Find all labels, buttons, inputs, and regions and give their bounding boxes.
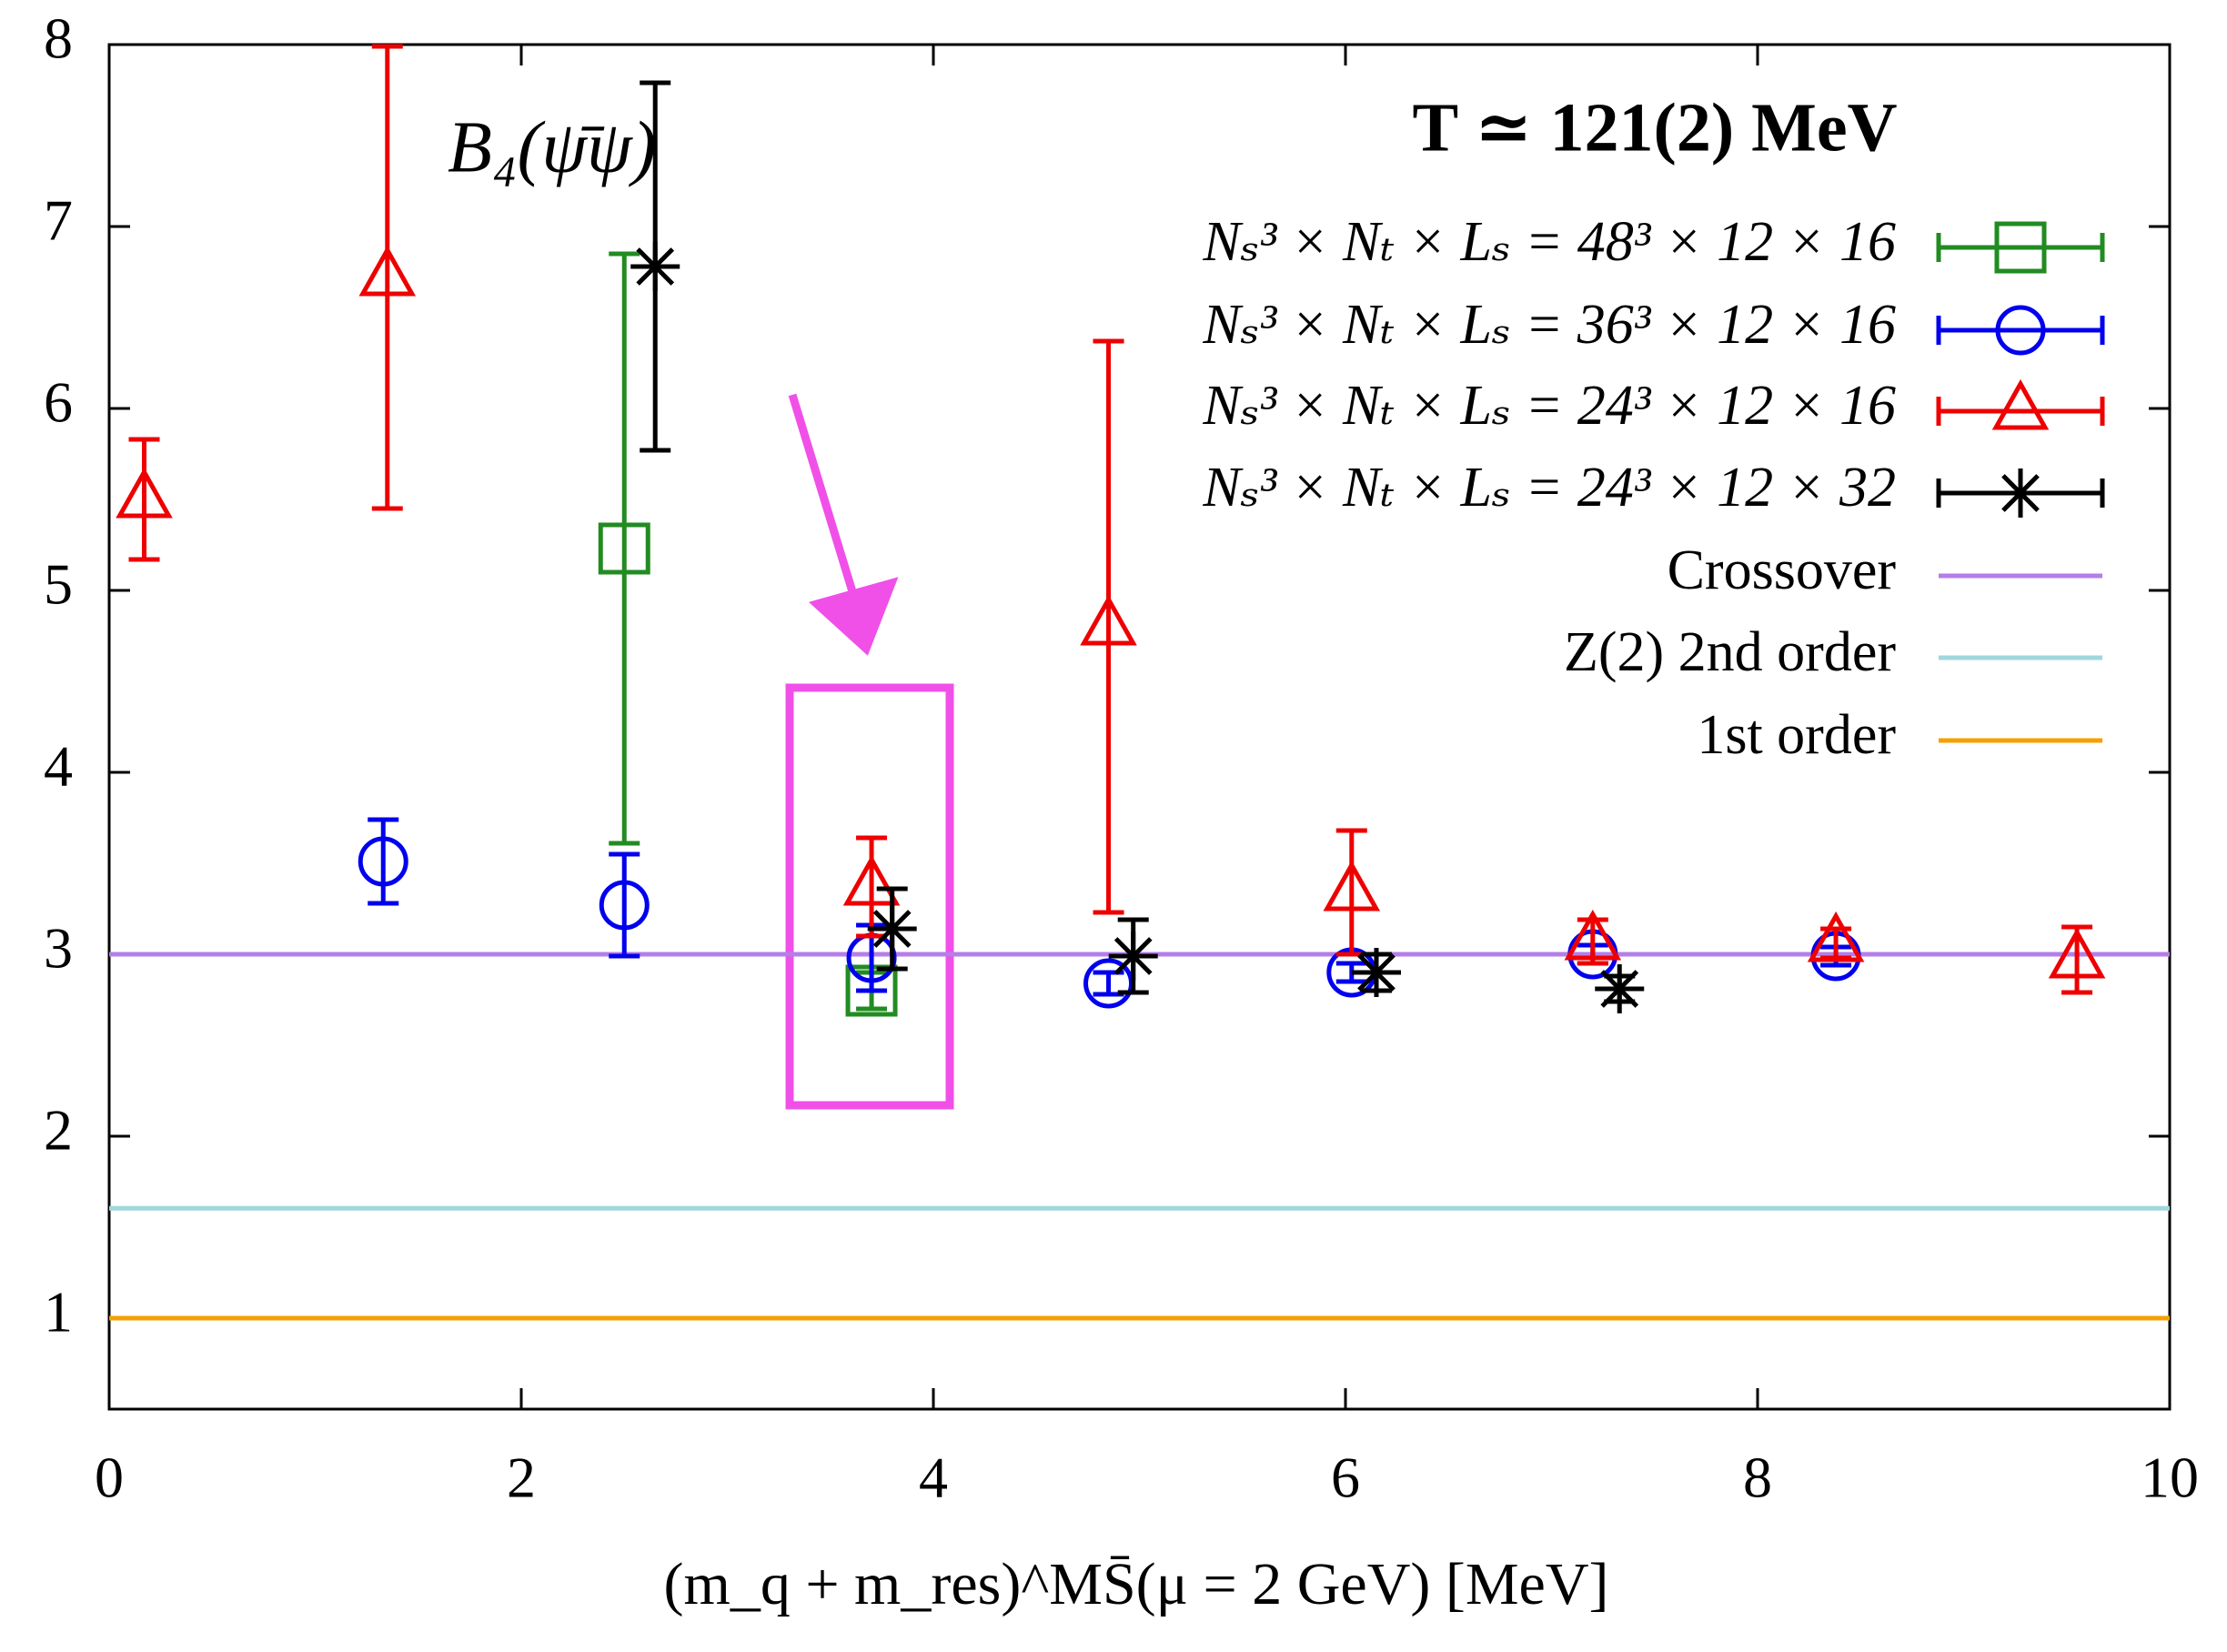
x-tick-label: 0 xyxy=(95,1446,124,1510)
marker xyxy=(599,880,650,931)
marker xyxy=(358,245,417,297)
marker xyxy=(1595,964,1645,1013)
error-bar xyxy=(368,817,399,906)
legend-marker xyxy=(1996,468,2045,518)
legend-label: Nₛ³ × Nₜ × Lₛ = 24³ × 12 × 32 xyxy=(1202,457,1896,519)
legend-label: Nₛ³ × Nₜ × Lₛ = 24³ × 12 × 16 xyxy=(1202,375,1896,437)
error-bar xyxy=(371,44,403,511)
marker xyxy=(1323,860,1381,912)
y-tick-label: 4 xyxy=(44,734,73,799)
legend-label: Nₛ³ × Nₜ × Lₛ = 48³ × 12 × 16 xyxy=(1202,211,1896,273)
y-tick-label: 8 xyxy=(44,6,73,71)
marker xyxy=(1564,909,1622,961)
legend-label: 1st order xyxy=(1697,704,1896,766)
plot-frame xyxy=(107,43,2172,1411)
marker xyxy=(1108,932,1158,981)
legend-swatch xyxy=(1936,233,2105,262)
marker xyxy=(1080,594,1137,646)
legend-marker xyxy=(1995,305,2046,356)
y-tick-label: 1 xyxy=(44,1280,73,1345)
legend-swatch xyxy=(1936,397,2105,426)
marker xyxy=(116,467,173,519)
legend-label: Crossover xyxy=(1668,539,1897,601)
y-tick-label: 5 xyxy=(44,552,73,617)
x-axis-label: (m_q + m_res)^MS̄(μ = 2 GeV) [MeV] xyxy=(664,1551,1609,1617)
legend-marker xyxy=(1991,378,2050,430)
x-tick-label: 6 xyxy=(1331,1446,1360,1510)
marker xyxy=(598,522,650,575)
y-tick-label: 3 xyxy=(44,916,73,981)
highlight-arrow xyxy=(788,393,865,620)
x-tick-label: 2 xyxy=(507,1446,536,1510)
y-tick-label: 2 xyxy=(44,1098,73,1163)
highlight xyxy=(785,393,954,1110)
error-bar xyxy=(609,851,640,959)
x-tick-label: 8 xyxy=(1743,1446,1772,1510)
x-tick-label: 4 xyxy=(919,1446,948,1510)
x-tick-label: 10 xyxy=(2141,1446,2199,1510)
error-bar xyxy=(2061,924,2093,995)
marker xyxy=(630,242,680,291)
error-bar xyxy=(609,251,640,846)
chart-title: T ≃ 121(2) MeV xyxy=(1413,89,1898,166)
marker xyxy=(1807,911,1865,962)
error-bar xyxy=(1093,338,1124,915)
legend-label: Z(2) 2nd order xyxy=(1564,621,1896,683)
y-tick-label: 6 xyxy=(44,370,73,435)
marker xyxy=(867,904,917,953)
error-bar xyxy=(128,437,160,562)
y-tick-label: 7 xyxy=(44,188,73,253)
highlight-arrowhead xyxy=(808,577,899,656)
highlight-box xyxy=(785,683,954,1110)
annotation: B₄(ψ̄ψ) xyxy=(448,107,656,187)
legend-swatch xyxy=(1936,316,2105,345)
legend-label: Nₛ³ × Nₜ × Lₛ = 36³ × 12 × 16 xyxy=(1202,294,1896,356)
marker xyxy=(1351,948,1401,997)
error-bar xyxy=(1335,961,1367,984)
marker xyxy=(358,836,408,887)
legend-marker xyxy=(1994,221,2047,274)
marker xyxy=(2048,927,2106,979)
marker xyxy=(842,854,901,906)
